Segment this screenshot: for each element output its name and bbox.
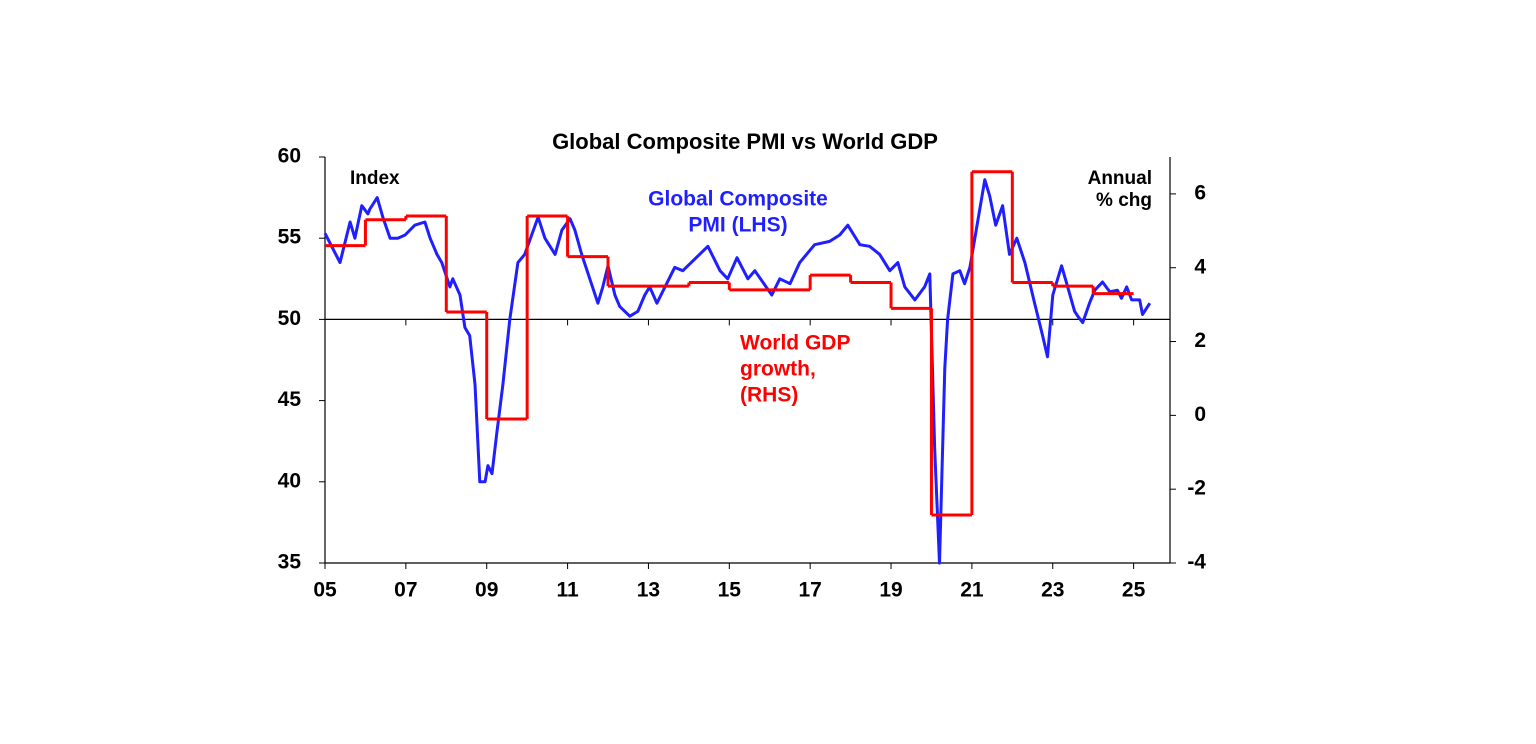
y2-tick-label: -2 <box>1187 477 1206 500</box>
x-tick-label: 13 <box>637 579 660 602</box>
y-tick-label: 40 <box>278 469 301 492</box>
x-tick-label: 19 <box>879 579 902 602</box>
x-tick-label: 23 <box>1041 579 1064 602</box>
y-tick-label: 35 <box>278 551 302 574</box>
data-line <box>323 178 1152 565</box>
x-tick-label: 21 <box>960 579 984 602</box>
y-axis-label: Index <box>350 168 400 189</box>
x-tick-label: 15 <box>718 579 742 602</box>
y-tick-label: 50 <box>278 307 301 330</box>
series-label: Global Composite <box>648 188 828 211</box>
y-tick-label: 45 <box>278 388 302 411</box>
y-tick-label: 55 <box>278 226 302 249</box>
series-label: PMI (LHS) <box>688 214 787 237</box>
y2-axis-label: % chg <box>1096 190 1152 211</box>
x-tick-label: 05 <box>313 579 337 602</box>
y2-tick-label: 4 <box>1194 255 1206 278</box>
y2-axis-label: Annual <box>1088 168 1152 189</box>
x-tick-label: 07 <box>394 579 417 602</box>
series-label: (RHS) <box>740 384 798 407</box>
series-label: World GDP <box>740 332 850 355</box>
y2-tick-label: 2 <box>1194 329 1206 352</box>
y2-tick-label: -4 <box>1187 551 1206 574</box>
x-tick-label: 25 <box>1122 579 1146 602</box>
x-tick-label: 11 <box>556 579 579 602</box>
series-label: growth, <box>740 358 816 381</box>
y-tick-label: 60 <box>278 145 301 168</box>
x-tick-label: 09 <box>475 579 498 602</box>
x-tick-label: 17 <box>798 579 821 602</box>
y2-tick-label: 6 <box>1194 181 1206 204</box>
y2-tick-label: 0 <box>1194 403 1206 426</box>
chart-title: Global Composite PMI vs World GDP <box>552 129 938 154</box>
